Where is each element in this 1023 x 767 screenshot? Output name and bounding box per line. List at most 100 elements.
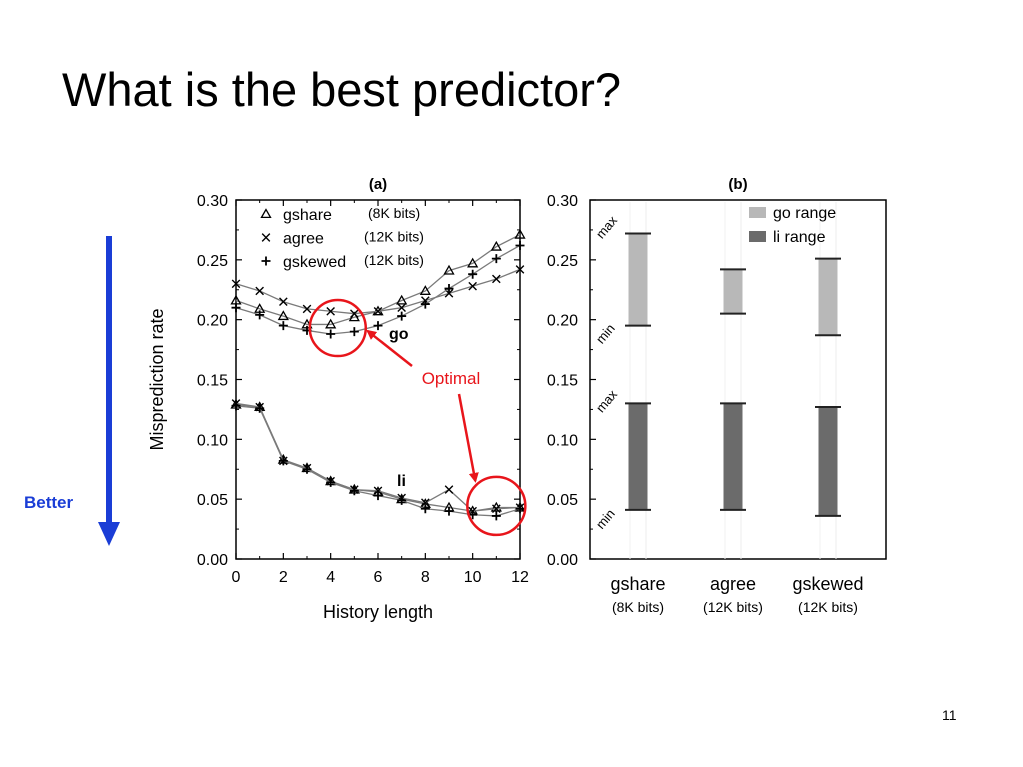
plus-marker (231, 303, 241, 313)
cross-marker (350, 309, 359, 319)
page-number: 11 (942, 707, 957, 723)
y-tick-label: 0.30 (197, 193, 228, 210)
highlight-circle-go (308, 298, 368, 358)
highlight-circle-li (466, 475, 527, 537)
better-arrow-head (98, 522, 120, 546)
triangle-marker (277, 310, 289, 321)
y-tick-label: 0.30 (547, 193, 578, 210)
triangle-marker (260, 208, 272, 219)
plus-marker (397, 311, 407, 321)
cross-marker (279, 297, 288, 307)
y-tick-label: 0.05 (547, 492, 578, 509)
cross-marker (444, 485, 454, 494)
category-detail: (12K bits) (703, 599, 763, 615)
y-tick-label: 0.20 (547, 313, 578, 330)
panel-b: (b) 0.00 0.05 0.10 0.15 0.20 0.25 0.30 gshare (8K… (547, 176, 887, 615)
series-group-go (230, 228, 526, 339)
plus-marker (302, 464, 312, 474)
legend-entry-name: gshare (283, 207, 332, 224)
better-label: Better (24, 493, 74, 512)
cross-marker (373, 486, 383, 496)
plus-marker (444, 506, 454, 516)
legend-entry-detail: (8K bits) (368, 205, 420, 221)
better-arrow (98, 236, 120, 546)
range-mark-max: max (593, 213, 621, 242)
group-label-go: go (389, 326, 409, 343)
cross-marker (261, 233, 271, 242)
legend-entry-name: gskewed (283, 254, 346, 271)
plus-marker (397, 495, 407, 505)
legend-entry-name: agree (283, 231, 324, 248)
y-tick-label: 0.05 (197, 492, 228, 509)
plus-marker (515, 504, 525, 514)
range-mark-max: max (593, 387, 621, 416)
optimal-annotation: Optimal (308, 298, 527, 537)
triangle-marker (467, 257, 479, 268)
cross-marker (302, 304, 312, 314)
legend-a: gshare (8K bits) agree (12K bits) gskewed (12… (260, 205, 424, 271)
plus-marker (231, 401, 241, 411)
slide-title: What is the best predictor? (62, 63, 622, 116)
cross-marker (492, 504, 501, 514)
group-label-li: li (397, 473, 406, 490)
y-tick-label: 0.15 (547, 373, 578, 390)
y-tick-label: 0.20 (197, 313, 228, 330)
range-bar-li-range-agree (723, 403, 743, 510)
cross-marker (515, 265, 525, 274)
range-bar-go-range-gskewed (818, 258, 838, 336)
legend-entry-name: go range (773, 205, 836, 222)
cross-marker (492, 274, 501, 284)
range-bar-li-range-gskewed (818, 407, 838, 516)
legend-b: go range li range (749, 205, 836, 246)
plus-marker (491, 511, 501, 521)
x-tick-label: 8 (421, 569, 430, 586)
plus-marker (468, 269, 478, 279)
cross-marker (468, 281, 477, 291)
triangle-marker (396, 294, 408, 305)
plus-marker (255, 403, 265, 413)
y-axis-label: Misprediction rate (147, 308, 167, 450)
plus-marker (278, 456, 288, 466)
triangle-marker (419, 285, 431, 295)
triangle-marker (514, 228, 526, 239)
x-tick-label: 2 (279, 569, 288, 586)
x-tick-label: 12 (511, 569, 529, 586)
range-mark-min: min (593, 506, 618, 532)
plus-marker (326, 477, 336, 487)
triangle-marker (443, 264, 455, 275)
plus-marker (349, 327, 359, 337)
y-tick-label: 0.25 (197, 253, 228, 270)
optimal-arrow-li (457, 393, 479, 483)
plus-marker (491, 254, 501, 264)
range-mark-min: min (593, 321, 618, 347)
y-tick-label: 0.15 (197, 373, 228, 390)
plus-marker (349, 486, 359, 496)
plus-marker (420, 504, 430, 514)
x-tick-label: 4 (326, 569, 335, 586)
plus-marker (255, 310, 265, 320)
triangle-marker (490, 240, 502, 251)
y-tick-label: 0.25 (547, 253, 578, 270)
x-tick-label: 10 (464, 569, 482, 586)
range-bar-go-range-gshare (628, 233, 648, 326)
legend-entry-detail: (12K bits) (364, 252, 424, 268)
cross-marker (326, 306, 335, 316)
legend-swatch (749, 231, 766, 242)
triangle-marker (325, 318, 337, 329)
category-label: gshare (610, 574, 665, 594)
x-tick-label: 6 (374, 569, 383, 586)
plus-marker (326, 329, 336, 339)
legend-swatch (749, 207, 766, 218)
category-detail: (12K bits) (798, 599, 858, 615)
category-label: gskewed (792, 574, 863, 594)
plus-marker (261, 256, 271, 266)
plus-marker (515, 240, 525, 250)
cross-marker (231, 279, 241, 289)
category-label: agree (710, 574, 756, 594)
better-arrow-shaft (106, 236, 112, 526)
series-group-li (230, 398, 526, 521)
y-tick-label: 0.10 (197, 432, 228, 449)
plus-marker (420, 299, 430, 309)
y-tick-label: 0.00 (547, 552, 578, 569)
range-bar-li-range-gshare (628, 403, 648, 510)
